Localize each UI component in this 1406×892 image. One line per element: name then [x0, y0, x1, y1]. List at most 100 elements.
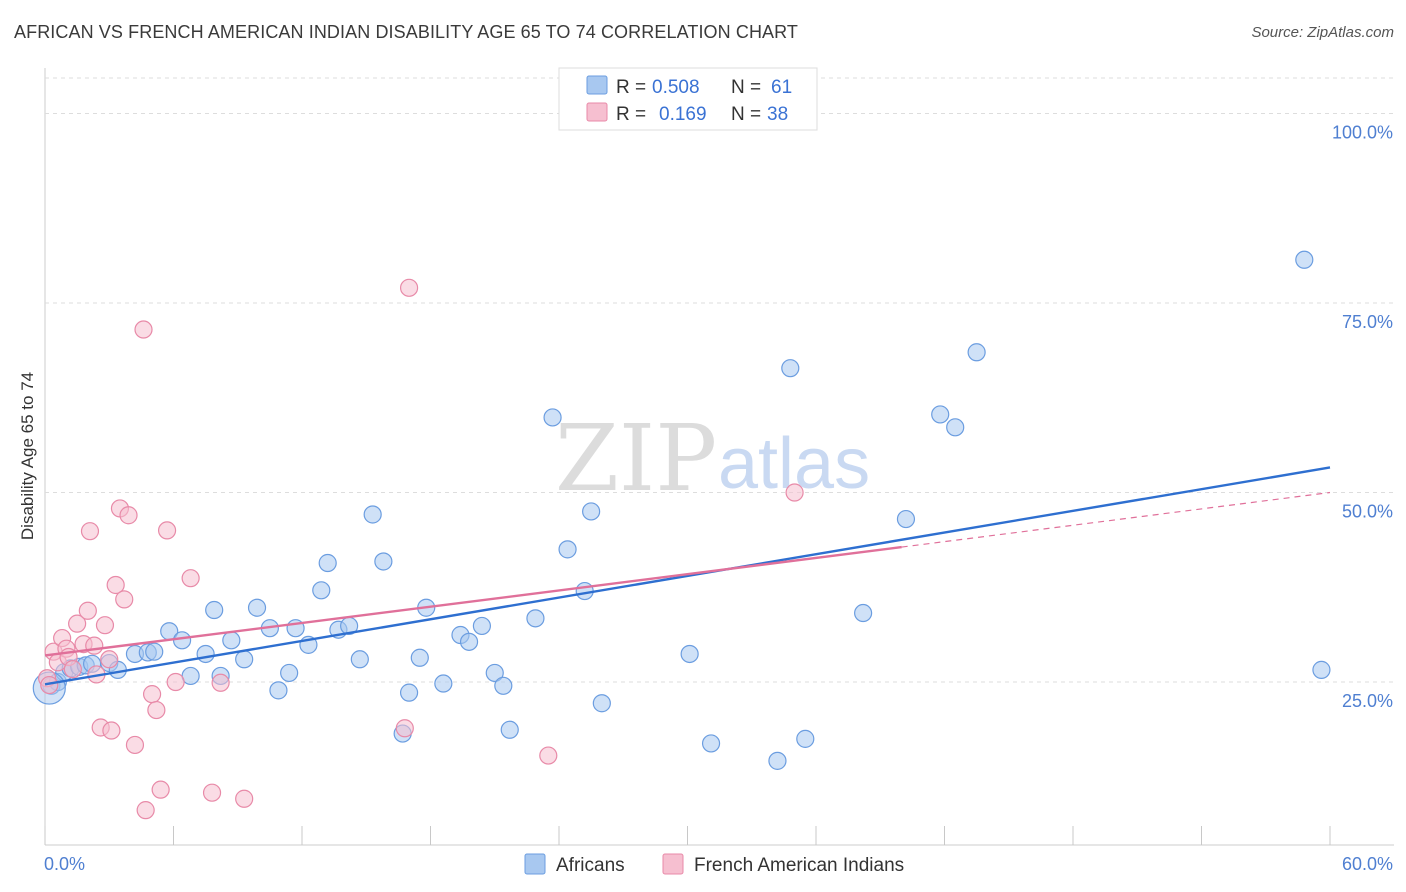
data-point	[680, 644, 699, 664]
data-point	[280, 663, 299, 683]
data-point	[500, 720, 519, 739]
data-point	[196, 644, 215, 664]
data-point	[95, 616, 115, 635]
chart-title: AFRICAN VS FRENCH AMERICAN INDIAN DISABI…	[14, 22, 799, 42]
legend-r-value-africans: 0.508	[652, 77, 700, 98]
legend-r-value-french-american-indians: 0.169	[659, 104, 707, 125]
data-point	[151, 780, 170, 799]
gridlines	[45, 77, 1394, 683]
data-point	[350, 650, 369, 669]
legend-n-label-africans: N =	[731, 77, 761, 98]
data-point	[142, 685, 162, 704]
data-point	[125, 735, 145, 755]
data-point	[558, 540, 577, 559]
data-point	[106, 575, 125, 595]
data-point	[68, 614, 87, 633]
data-point	[701, 734, 721, 753]
data-point	[247, 598, 267, 617]
data-point	[374, 552, 393, 571]
legend-n-label-french-american-indians: N =	[731, 104, 761, 125]
data-point	[781, 359, 800, 378]
source-label: Source: ZipAtlas.com	[1251, 24, 1394, 41]
legend: R = 0.508 N = 61 R = 0.169 N = 38	[558, 67, 818, 131]
data-point	[854, 603, 873, 623]
data-point	[1295, 250, 1314, 269]
data-point	[78, 601, 97, 620]
data-point	[472, 616, 491, 636]
x-tick-label-min: 0.0%	[44, 854, 85, 874]
data-point	[459, 632, 479, 651]
data-point	[181, 569, 200, 588]
data-point	[896, 509, 916, 529]
data-point	[543, 408, 562, 427]
trend-lines	[44, 466, 1331, 686]
data-point	[235, 650, 254, 669]
data-point	[399, 278, 419, 297]
data-point	[102, 721, 121, 740]
data-point	[967, 343, 986, 362]
data-point	[147, 700, 166, 720]
data-point	[211, 673, 230, 692]
data-point	[312, 581, 331, 600]
data-point	[494, 676, 513, 695]
y-tick-label: 25.0%	[1342, 691, 1393, 711]
data-point	[785, 483, 804, 502]
data-point	[134, 320, 153, 339]
data-point	[235, 789, 254, 808]
x-tick-label-max: 60.0%	[1342, 854, 1393, 874]
data-point	[582, 502, 601, 521]
bottom-legend-swatch-french-american-indians	[662, 853, 684, 875]
data-point	[100, 650, 119, 669]
data-point	[115, 590, 134, 609]
data-point	[318, 553, 337, 573]
data-point	[172, 631, 192, 650]
legend-n-value-africans: 61	[771, 77, 792, 98]
trend-line-extension	[901, 491, 1331, 548]
data-point	[63, 660, 82, 679]
y-axis-label: Disability Age 65 to 74	[18, 372, 37, 540]
legend-r-label-africans: R =	[616, 77, 646, 98]
data-point	[145, 642, 164, 661]
data-point	[222, 631, 241, 650]
data-point	[434, 674, 453, 693]
legend-swatch-africans	[586, 75, 608, 95]
bottom-legend: Africans French American Indians	[524, 853, 904, 876]
data-point	[157, 521, 177, 540]
data-point	[40, 675, 59, 695]
data-point	[363, 505, 382, 524]
data-point	[1312, 660, 1331, 679]
watermark-zip: ZIP	[555, 405, 717, 512]
data-point	[205, 600, 224, 620]
data-point	[166, 672, 185, 692]
data-point	[592, 694, 611, 713]
data-point	[202, 783, 222, 802]
trend-line	[44, 466, 1331, 686]
data-point	[85, 636, 104, 655]
data-point	[946, 418, 965, 437]
y-tick-label: 100.0%	[1332, 122, 1393, 142]
data-point	[410, 648, 429, 667]
legend-swatch-french-american-indians	[586, 102, 608, 122]
data-point	[269, 681, 288, 700]
legend-n-value-french-american-indians: 38	[767, 104, 788, 125]
bottom-legend-label-french-american-indians: French American Indians	[694, 855, 904, 876]
x-ticks	[44, 826, 1331, 845]
legend-r-label-french-american-indians: R =	[616, 104, 646, 125]
data-point	[136, 801, 155, 820]
y-tick-label: 50.0%	[1342, 502, 1393, 522]
data-point	[485, 663, 504, 683]
data-point	[768, 751, 787, 770]
y-tick-label: 75.0%	[1342, 312, 1393, 332]
y-tick-labels: 25.0% 50.0% 75.0% 100.0%	[1332, 122, 1393, 711]
data-point	[399, 683, 419, 702]
data-point	[395, 719, 414, 738]
trend-line	[44, 545, 902, 657]
data-point	[539, 746, 558, 765]
series-french-american-indians-points	[38, 278, 804, 820]
data-point	[80, 522, 100, 541]
data-point	[526, 609, 545, 628]
bottom-legend-label-africans: Africans	[556, 855, 625, 876]
data-point	[796, 729, 815, 748]
data-point	[931, 405, 950, 424]
